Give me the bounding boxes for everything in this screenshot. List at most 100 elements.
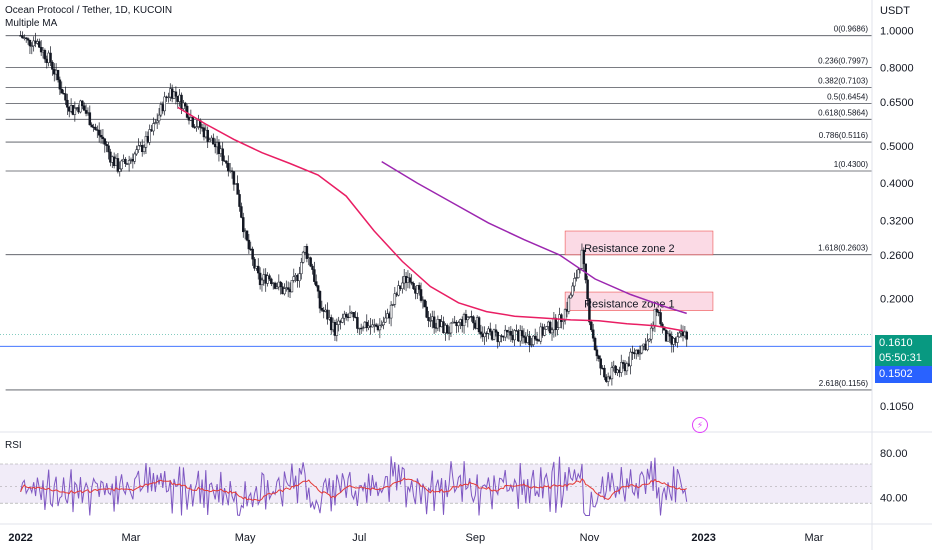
candle-body (560, 314, 563, 322)
candle-body (576, 269, 580, 278)
candle-body (593, 337, 597, 351)
candle-body (603, 367, 606, 378)
candle-body (621, 362, 625, 364)
candle-body (154, 122, 157, 124)
candle-body (273, 282, 277, 289)
candle-body (457, 322, 460, 327)
y-tick-label: 0.4000 (880, 178, 914, 190)
candle-body (309, 257, 312, 267)
candle-body (268, 275, 271, 280)
candle-body (678, 332, 681, 338)
candle-body (105, 144, 108, 147)
candle-body (256, 265, 260, 274)
candle-body (445, 324, 449, 334)
price-lines (0, 334, 872, 347)
candle-body (509, 331, 513, 336)
candle-body (646, 340, 649, 351)
candle-body (397, 285, 400, 296)
candle-body (26, 38, 30, 41)
candle-body (305, 246, 309, 259)
candle-body (649, 327, 653, 340)
candle-body (318, 290, 322, 309)
candle-body (311, 265, 314, 270)
candle-body (212, 137, 215, 145)
candle-body (258, 272, 262, 286)
x-tick-label: Sep (466, 532, 486, 544)
fib-level-label: 1(0.4300) (834, 160, 869, 169)
candle-body (429, 320, 432, 322)
candle-body (238, 194, 241, 207)
candle-body (522, 335, 526, 338)
candle-body (313, 269, 316, 282)
candle-body (419, 289, 423, 301)
candle-body (380, 324, 383, 326)
candle-body (142, 147, 146, 152)
ma-short-line (177, 106, 684, 332)
candle-body (163, 96, 166, 112)
indicator-name: Multiple MA (5, 18, 58, 29)
candle-body (548, 321, 552, 334)
candle-body (389, 304, 393, 319)
rsi-tick-label: 80.00 (880, 448, 908, 460)
candle-body (575, 277, 578, 279)
candle-body (191, 117, 194, 128)
candle-body (532, 335, 535, 345)
candle-body (208, 139, 211, 142)
candle-body (286, 287, 290, 290)
candle-body (290, 280, 294, 293)
candle-body (275, 286, 279, 289)
candle-body (374, 324, 378, 327)
lightning-icon[interactable]: ⚡ (692, 417, 708, 433)
candle-body (412, 283, 415, 289)
candle-body (401, 282, 404, 289)
candle-body (28, 39, 32, 47)
y-tick-label: 0.2600 (880, 250, 914, 262)
candle-body (344, 313, 348, 318)
candle-body (554, 317, 558, 330)
candle-body (556, 327, 559, 330)
candle-body (638, 352, 642, 355)
candle-body (316, 285, 320, 292)
resistance-zone-2 (564, 291, 714, 311)
candles (19, 30, 688, 387)
candle-body (666, 333, 670, 342)
candle-body (116, 158, 120, 172)
candle-body (567, 297, 571, 312)
x-tick-label: Jul (352, 532, 366, 544)
candle-body (56, 69, 60, 81)
resistance-zone-2 (564, 230, 714, 256)
candle-body (107, 145, 110, 153)
candle-body (82, 105, 86, 111)
x-tick-label: 2022 (8, 532, 32, 544)
candle-body (157, 114, 161, 122)
candle-body (492, 329, 496, 340)
candle-body (408, 277, 412, 283)
candle-body (361, 327, 365, 329)
y-tick-label: 0.5000 (880, 141, 914, 153)
candle-body (371, 324, 374, 328)
resistance-zone-label: Resistance zone 2 (584, 243, 675, 255)
candle-body (668, 333, 672, 337)
y-tick-label: 1.0000 (880, 25, 914, 37)
candle-body (60, 88, 64, 94)
countdown-tag: 05:50:31 (875, 350, 932, 367)
candle-body (253, 258, 256, 269)
candle-body (393, 293, 397, 305)
candle-body (300, 262, 303, 275)
candle-body (167, 96, 170, 99)
candle-body (636, 349, 640, 355)
candle-body (472, 316, 475, 324)
candle-body (49, 52, 52, 63)
candle-body (225, 160, 228, 164)
candle-body (520, 330, 524, 337)
candle-body (545, 326, 548, 330)
candle-body (148, 129, 151, 143)
candle-body (530, 344, 533, 346)
candle-body (599, 358, 602, 369)
candle-body (425, 306, 428, 318)
candle-body (573, 278, 576, 287)
candle-body (260, 279, 264, 286)
current-line-price-tag: 0.1502 (875, 366, 932, 383)
fib-level-label: 0.236(0.7997) (818, 57, 868, 66)
